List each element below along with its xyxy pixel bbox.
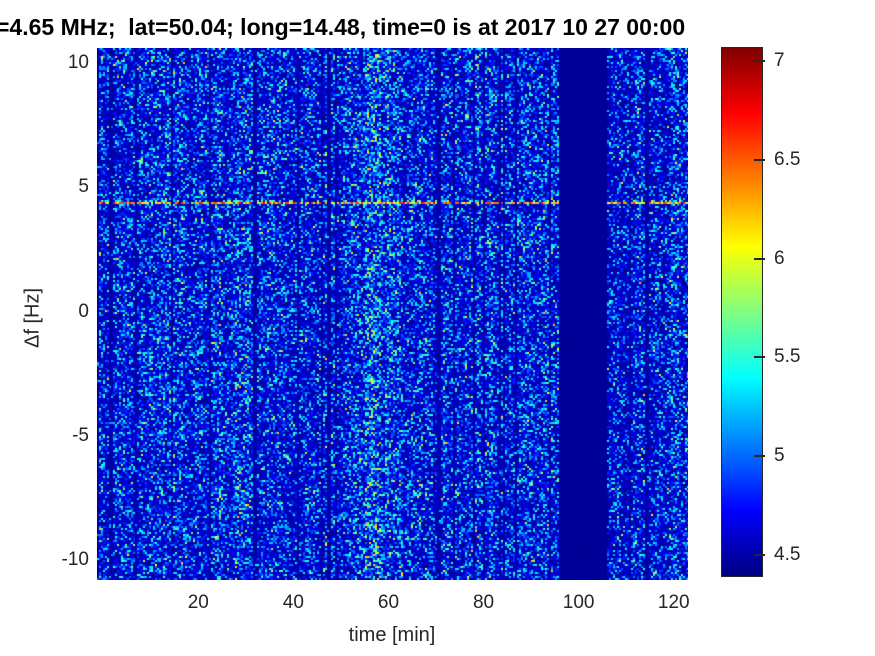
x-tick-label: 40	[282, 592, 304, 613]
x-tick-label: 100	[562, 592, 595, 613]
colorbar-tick-label: 6.5	[774, 148, 801, 170]
colorbar-tick-mark	[754, 455, 765, 458]
y-tick-label: -10	[61, 549, 89, 571]
colorbar-tick-mark	[754, 554, 765, 557]
y-tick-label: 10	[67, 51, 89, 73]
y-tick-label: 5	[78, 176, 89, 198]
x-tick-label: 120	[657, 592, 690, 613]
colorbar-tick-label: 7	[774, 49, 785, 71]
colorbar-tick-label: 5.5	[774, 346, 801, 368]
colorbar-tick-mark	[754, 257, 765, 260]
x-tick-label: 80	[472, 592, 495, 613]
colorbar-tick-label: 4.5	[774, 544, 801, 566]
colorbar-tick-mark	[754, 158, 765, 161]
x-tick-label: 20	[187, 592, 209, 613]
heatmap-image	[97, 48, 688, 580]
y-tick-label: -5	[72, 424, 89, 446]
colorbar-tick-label: 6	[774, 247, 785, 269]
colorbar-tick-mark	[754, 59, 765, 62]
chart-title: =4.65 MHz; lat=50.04; long=14.48, time=0…	[0, 14, 686, 40]
colorbar	[721, 47, 763, 577]
y-tick-label: 0	[78, 300, 89, 322]
colorbar-tick-label: 5	[774, 445, 785, 467]
x-tick-label: 60	[377, 592, 400, 613]
colorbar-tick-mark	[754, 356, 765, 359]
x-axis-label: time [min]	[348, 624, 436, 646]
